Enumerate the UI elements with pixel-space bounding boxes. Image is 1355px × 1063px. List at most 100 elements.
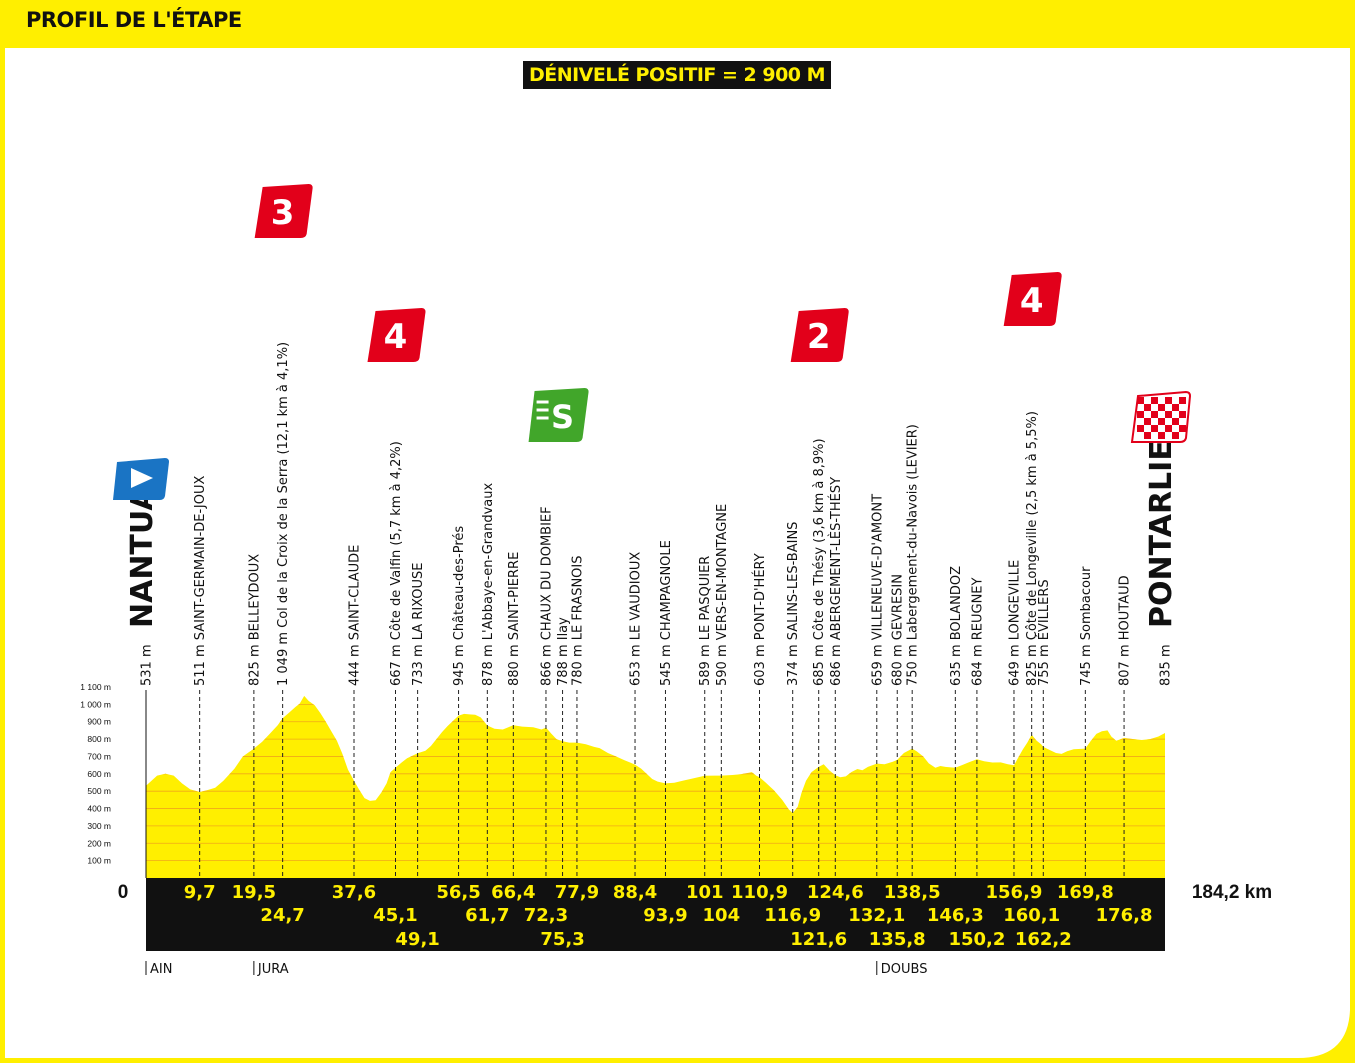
climb-badge-shape — [1003, 272, 1062, 326]
checker-square — [1137, 397, 1144, 404]
waypoint-label: 807 m HOUTAUD — [1118, 575, 1133, 686]
waypoint-label: 511 m SAINT-GERMAIN-DE-JOUX — [193, 476, 208, 687]
waypoint-label: 945 m Château-des-Prés — [452, 526, 467, 686]
waypoint-label: 780 m LE FRASNOIS — [570, 555, 585, 686]
km-marker-label: 72,3 — [524, 905, 568, 926]
y-tick-label: 600 m — [87, 769, 111, 779]
checker-square — [1165, 411, 1172, 418]
km-marker-label: 9,7 — [184, 882, 216, 903]
km-marker-label: 61,7 — [465, 905, 509, 926]
checker-square — [1144, 418, 1151, 425]
start-flag-icon — [113, 458, 169, 500]
y-tick-label: 800 m — [87, 734, 111, 744]
waypoint-label: 750 m Labergement-du-Navois (LEVIER) — [906, 424, 921, 686]
km-marker-label: 132,1 — [848, 905, 905, 926]
climb-category-label: 4 — [384, 317, 408, 357]
waypoint-label: 659 m VILLENEUVE-D'AMONT — [870, 494, 885, 686]
km-marker-label: 19,5 — [232, 882, 276, 903]
waypoint-label: 788 m Ilay — [556, 617, 571, 686]
checker-square — [1151, 425, 1158, 432]
waypoint-label: 1 049 m Col de la Croix de la Serra (12,… — [276, 342, 291, 686]
checker-square — [1137, 411, 1144, 418]
y-tick-label: 700 m — [87, 751, 111, 761]
checker-square — [1179, 425, 1186, 432]
y-tick-label: 500 m — [87, 786, 111, 796]
checker-square — [1137, 425, 1144, 432]
km-marker-label: 24,7 — [260, 905, 304, 926]
km-marker-label: 135,8 — [869, 929, 926, 950]
region-label: AIN — [150, 962, 172, 977]
waypoint-label: 635 m BOLANDOZ — [949, 566, 964, 686]
waypoint-label: 444 m SAINT-CLAUDE — [348, 545, 363, 686]
waypoint-label: 649 m LONGEVILLE — [1007, 560, 1022, 686]
y-tick-label: 100 m — [87, 856, 111, 866]
km-marker-label: 121,6 — [790, 929, 847, 950]
waypoint-label: 745 m Sombacour — [1079, 566, 1094, 686]
checker-square — [1158, 404, 1165, 411]
checker-square — [1165, 425, 1172, 432]
waypoint-label: 667 m Côte de Valfin (5,7 km à 4,2%) — [389, 441, 404, 686]
km-marker-label: 160,1 — [1003, 905, 1060, 926]
km-band — [146, 878, 1165, 951]
checker-square — [1151, 411, 1158, 418]
km-marker-label: 150,2 — [948, 929, 1005, 950]
y-tick-label: 1 100 m — [80, 682, 111, 692]
climb-badge-shape — [790, 308, 849, 362]
km-marker-label: 176,8 — [1096, 905, 1153, 926]
km-marker-label: 124,6 — [807, 882, 864, 903]
waypoint-label: 374 m SALINS-LES-BAINS — [786, 522, 801, 686]
start-arrow — [131, 468, 153, 488]
km-marker-label: 116,9 — [764, 905, 821, 926]
climb-badge-shape — [254, 184, 313, 238]
y-tick-label: 400 m — [87, 804, 111, 814]
km-marker-label: 162,2 — [1015, 929, 1072, 950]
climb-category-label: 3 — [271, 193, 295, 233]
y-tick-label: 200 m — [87, 838, 111, 848]
waypoint-label: 653 m LE VAUDIOUX — [629, 552, 644, 686]
checker-square — [1144, 404, 1151, 411]
region-label: DOUBS — [881, 962, 928, 977]
waypoint-label: 825 m BELLEYDOUX — [247, 554, 262, 686]
checkered-finish-icon — [1130, 390, 1192, 443]
waypoint-label: 589 m LE PASQUIER — [698, 556, 713, 686]
waypoint-label: 685 m Côte de Thésy (3,6 km à 8,9%) — [812, 438, 827, 686]
checker-square — [1158, 418, 1165, 425]
climb-category-label: 4 — [1020, 281, 1044, 321]
km-marker-label: 101 — [686, 882, 724, 903]
km-zero-label: 0 — [118, 882, 129, 903]
checker-square — [1179, 397, 1186, 404]
waypoint-label: 684 m REUGNEY — [970, 577, 985, 686]
finish-town-label: PONTARLIER — [1144, 417, 1179, 628]
profile-chart: 100 m 200 m 300 m 400 m 500 m 600 m 700 m 800 m… — [80, 184, 1272, 977]
y-tick-label: 900 m — [87, 717, 111, 727]
waypoint-label: 545 m CHAMPAGNOLE — [659, 540, 674, 686]
y-tick-label: 1 000 m — [80, 699, 111, 709]
km-marker-label: 66,4 — [491, 882, 535, 903]
km-marker-label: 37,6 — [332, 882, 376, 903]
climb-category-badge: 3 — [254, 184, 313, 238]
checker-square — [1172, 432, 1179, 439]
km-marker-label: 104 — [703, 905, 741, 926]
region-label: JURA — [257, 962, 289, 977]
km-marker-label: 75,3 — [540, 929, 584, 950]
km-total-label: 184,2 km — [1192, 882, 1272, 903]
km-marker-label: 169,8 — [1057, 882, 1114, 903]
km-marker-label: 156,9 — [986, 882, 1043, 903]
km-marker-label: 93,9 — [643, 905, 687, 926]
km-marker-label: 138,5 — [884, 882, 941, 903]
waypoint-label: 603 m PONT-D'HÉRY — [752, 553, 768, 686]
elevation-area — [146, 695, 1165, 878]
km-marker-label: 110,9 — [731, 882, 788, 903]
waypoint-label: 866 m CHAUX DU DOMBIEF — [539, 506, 554, 686]
km-marker-label: 88,4 — [613, 882, 657, 903]
km-marker-label: 77,9 — [555, 882, 599, 903]
km-marker-label: 45,1 — [373, 905, 417, 926]
sprint-badge-icon: S — [528, 388, 589, 442]
start-town-label: NANTUA — [125, 487, 160, 628]
waypoint-label: 835 m — [1159, 644, 1174, 686]
km-marker-label: 56,5 — [436, 882, 480, 903]
waypoint-label: 680 m GEVRESIN — [891, 574, 906, 686]
y-tick-label: 300 m — [87, 821, 111, 831]
km-marker-label: 49,1 — [395, 929, 439, 950]
